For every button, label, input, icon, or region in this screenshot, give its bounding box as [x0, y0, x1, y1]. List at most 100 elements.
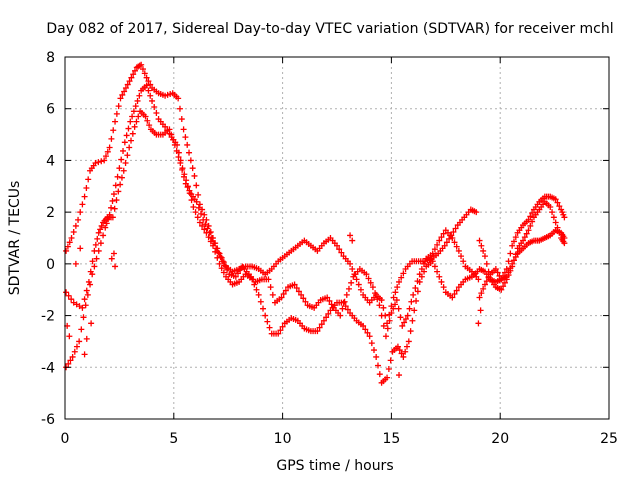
y-tick-label: 2	[46, 205, 55, 221]
data-point	[129, 130, 136, 137]
plot-frame	[64, 56, 610, 420]
data-point	[193, 198, 200, 205]
data-point	[113, 110, 120, 117]
data-point	[429, 258, 436, 265]
data-point	[216, 260, 223, 267]
data-point	[407, 328, 414, 335]
data-point	[492, 266, 499, 273]
data-point	[396, 347, 403, 354]
data-point	[362, 326, 369, 333]
data-point	[478, 242, 485, 249]
data-point	[72, 260, 79, 267]
data-point	[120, 147, 127, 154]
data-point	[257, 298, 264, 305]
series-scatter-extra	[64, 232, 484, 379]
data-point	[207, 238, 214, 245]
data-point	[85, 278, 92, 285]
data-point	[112, 182, 119, 189]
data-point	[475, 276, 482, 283]
data-point	[68, 296, 75, 303]
data-point	[414, 278, 421, 285]
data-point	[378, 312, 385, 319]
data-point	[556, 203, 563, 210]
data-point	[520, 237, 527, 244]
x-tick-label: 10	[274, 431, 292, 447]
data-point	[552, 196, 559, 203]
grid	[65, 57, 609, 419]
data-point	[108, 204, 115, 211]
data-point	[440, 284, 447, 291]
data-point	[341, 298, 348, 305]
data-point	[113, 197, 120, 204]
data-point	[171, 141, 178, 148]
data-point	[402, 348, 409, 355]
data-point	[131, 123, 138, 130]
data-point	[179, 166, 186, 173]
data-point	[320, 317, 327, 324]
y-tick-labels: -6 -4 -2 0 2 4 6 8	[41, 50, 55, 428]
data-point	[278, 294, 285, 301]
data-point	[438, 278, 445, 285]
data-point	[141, 70, 148, 77]
x-tick-label: 25	[600, 431, 618, 447]
data-point	[550, 214, 557, 221]
data-point	[406, 305, 413, 312]
data-point	[196, 201, 203, 208]
data-point	[460, 258, 467, 265]
data-point	[453, 287, 460, 294]
data-point	[505, 269, 512, 276]
data-point	[125, 125, 132, 132]
data-point	[399, 322, 406, 329]
x-tick-label: 15	[382, 431, 400, 447]
data-point	[355, 281, 362, 288]
data-point	[130, 108, 137, 115]
data-point	[324, 294, 331, 301]
data-point	[81, 296, 88, 303]
data-point	[166, 126, 173, 133]
data-point	[398, 350, 405, 357]
data-point	[109, 197, 116, 204]
data-point	[73, 343, 80, 350]
series-track-f	[476, 227, 568, 301]
data-point	[434, 268, 441, 275]
data-point	[485, 274, 492, 281]
data-point	[549, 209, 556, 216]
data-point	[123, 132, 130, 139]
data-point	[127, 118, 134, 125]
data-point	[384, 325, 391, 332]
x-tick-labels: 0 5 10 15 20 25	[61, 431, 618, 447]
data-point	[365, 275, 372, 282]
data-point	[298, 291, 305, 298]
data-point	[404, 312, 411, 319]
data-point	[262, 312, 269, 319]
data-point	[199, 206, 206, 213]
data-point	[186, 187, 193, 194]
data-point	[79, 304, 86, 311]
data-point	[347, 232, 354, 239]
data-point	[368, 340, 375, 347]
data-point	[122, 160, 129, 167]
data-point	[206, 229, 213, 236]
data-point	[190, 203, 197, 210]
data-point	[75, 216, 82, 223]
data-point	[340, 299, 347, 306]
data-point	[182, 180, 189, 187]
data-point	[409, 317, 416, 324]
x-axis-title: GPS time / hours	[276, 458, 393, 474]
data-point	[400, 270, 407, 277]
y-axis-title: SDTVAR / TECUs	[7, 181, 23, 296]
data-point	[134, 97, 141, 104]
data-point	[98, 158, 105, 165]
data-point	[186, 149, 193, 156]
data-point	[339, 305, 346, 312]
data-point	[353, 276, 360, 283]
data-point	[473, 209, 480, 216]
data-point	[221, 262, 228, 269]
data-point	[452, 225, 459, 232]
data-point	[85, 176, 92, 183]
data-point	[168, 131, 175, 138]
data-point	[151, 103, 158, 110]
data-point	[453, 243, 460, 250]
data-point	[279, 323, 286, 330]
